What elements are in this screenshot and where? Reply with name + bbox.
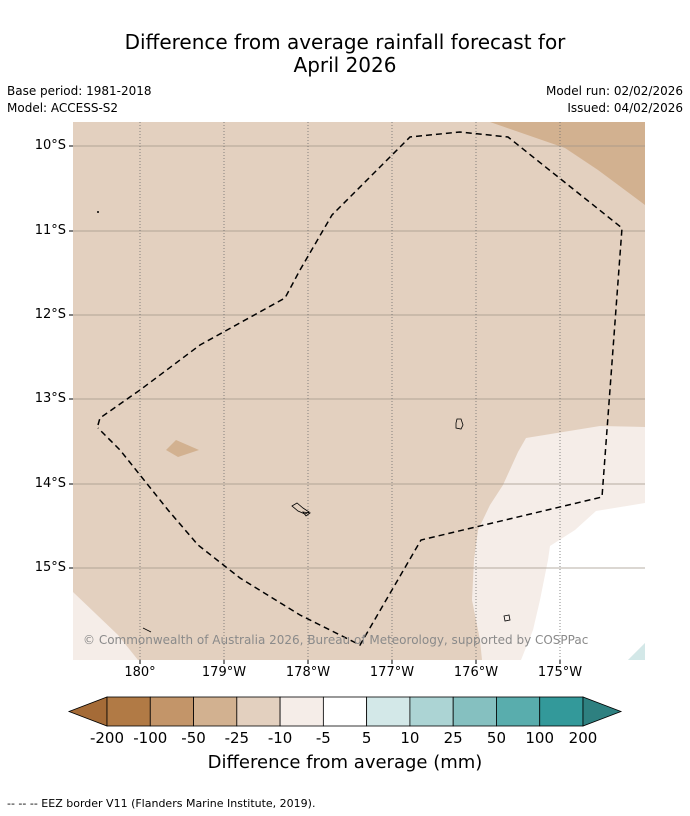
lon-label-180: 180° (124, 665, 156, 680)
island-dot (97, 211, 99, 213)
colorbar-segment (193, 696, 238, 727)
island-3 (302, 511, 312, 517)
map-title-line-2: April 2026 (293, 53, 397, 77)
colorbar-tick-label: -25 (224, 729, 250, 747)
colorbar-extend-high (582, 696, 623, 727)
dry-region-corner (595, 122, 645, 135)
colorbar-segment (236, 696, 281, 727)
colorbar-segment (279, 696, 324, 727)
colorbar-tick-label: 25 (443, 729, 463, 747)
colorbar-tick-label: 5 (361, 729, 372, 747)
colorbar-tick-label: -100 (133, 729, 168, 747)
colorbar-segment (366, 696, 411, 727)
model-info: Base period: 1981-2018 Model: ACCESS-S2 (7, 83, 152, 117)
colorbar-tick-label: 200 (568, 729, 598, 747)
neutral-region (521, 503, 645, 660)
dry-region-ne (490, 122, 645, 205)
colorbar-segment (322, 696, 368, 727)
lat-label-11s: 11°S (34, 223, 66, 238)
base-period: Base period: 1981-2018 (7, 84, 152, 98)
copyright-notice: © Commonwealth of Australia 2026, Bureau… (83, 633, 589, 647)
lon-label-179w: 179°W (201, 665, 247, 680)
light-region-sw (73, 592, 138, 660)
colorbar-tick-label: 50 (486, 729, 506, 747)
eez-border (97, 131, 623, 646)
lon-label-178w: 178°W (285, 665, 331, 680)
colorbar-extend-low (67, 696, 108, 727)
colorbar-tick-label: 100 (525, 729, 555, 747)
island-1 (455, 418, 464, 430)
islands (142, 418, 511, 633)
colorbar-segment (409, 696, 454, 727)
island-2 (291, 502, 310, 515)
colorbar-segment (149, 696, 194, 727)
model-run-date: Model run: 02/02/2026 (545, 84, 683, 98)
lon-label-177w: 177°W (369, 665, 415, 680)
map-title-line-1: Difference from average rainfall forecas… (124, 30, 566, 54)
colorbar-tick-label: -200 (89, 729, 125, 747)
colorbar-tick-label: -10 (267, 729, 293, 747)
eez-legend: -- -- -- EEZ border V11 (Flanders Marine… (7, 797, 316, 810)
lat-label-10s: 10°S (34, 138, 66, 153)
wet-region (628, 643, 645, 660)
lon-label-175w: 175°W (537, 665, 583, 680)
model-name: Model: ACCESS-S2 (7, 101, 119, 115)
map-title: Difference from average rainfall forecas… (0, 31, 690, 77)
axis-ticks (69, 145, 561, 664)
colorbar-tick-label: -5 (315, 729, 331, 747)
latitude-gridlines (73, 145, 645, 569)
colorbar (67, 696, 623, 727)
issued-date: Issued: 04/02/2026 (567, 101, 683, 115)
colorbar-segment (539, 696, 584, 727)
colorbar-label: Difference from average (mm) (207, 752, 483, 773)
run-info: Model run: 02/02/2026 Issued: 04/02/2026 (546, 83, 683, 117)
island-5 (142, 627, 152, 633)
island-4 (503, 614, 511, 622)
lon-label-176w: 176°W (453, 665, 499, 680)
lat-label-13s: 13°S (34, 391, 66, 406)
colorbar-tick-label: 10 (400, 729, 420, 747)
colorbar-segment (496, 696, 541, 727)
colorbar-segment (106, 696, 151, 727)
lat-label-15s: 15°S (34, 560, 66, 575)
colorbar-segment (452, 696, 497, 727)
colorbar-tick-label: -50 (181, 729, 206, 747)
dry-patch (166, 440, 199, 457)
lat-label-12s: 12°S (34, 307, 66, 322)
lat-label-14s: 14°S (34, 476, 66, 491)
